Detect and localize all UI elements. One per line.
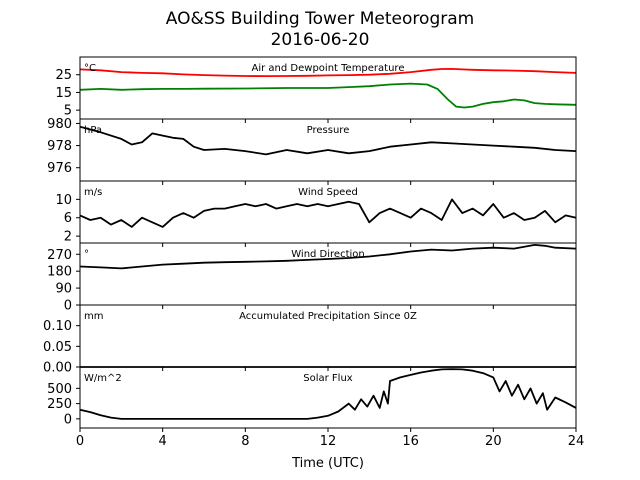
x-tick-label: 0 — [76, 434, 84, 449]
precipitation-ytick-label: 0.05 — [43, 340, 72, 355]
temperature-ytick-label: 25 — [55, 68, 72, 83]
wind_speed-unit-label: m/s — [84, 187, 102, 198]
wind_speed-ytick-label: 2 — [64, 230, 72, 245]
pressure-panel-title: Pressure — [307, 125, 350, 136]
chart-title: AO&SS Building Tower Meteorogram — [166, 9, 474, 29]
precipitation-panel-title: Accumulated Precipitation Since 0Z — [239, 311, 417, 322]
pressure-series-line-0 — [79, 125, 577, 156]
wind_direction-panel-title: Wind Direction — [291, 249, 365, 260]
solar_flux-ytick-label: 250 — [47, 397, 72, 412]
panel-wind_direction: 0 90 180 270 ° Wind Direction — [47, 242, 577, 314]
wind_direction-ytick-label: 0 — [64, 299, 72, 314]
temperature-series-line-1 — [79, 82, 577, 109]
pressure-ytick-label: 978 — [47, 139, 72, 154]
wind_direction-ytick-label: 180 — [47, 265, 72, 280]
wind_speed-series-line-0 — [79, 198, 577, 228]
wind_speed-ytick-label: 10 — [55, 193, 72, 208]
solar_flux-ytick-label: 500 — [47, 382, 72, 397]
temperature-ytick-label: 15 — [55, 86, 72, 101]
chart-subtitle: 2016-06-20 — [271, 30, 370, 50]
wind_direction-ytick-label: 90 — [55, 282, 72, 297]
x-tick-label: 16 — [402, 434, 419, 449]
panel-precipitation: 0.00 0.05 0.10 mm Accumulated Precipitation … — [43, 304, 577, 376]
wind_direction-series-line-0 — [79, 243, 577, 270]
x-tick-label: 8 — [241, 434, 249, 449]
temperature-unit-label: °C — [84, 63, 96, 74]
solar_flux-series-line-0 — [79, 368, 577, 420]
wind_speed-ytick-label: 6 — [64, 211, 72, 226]
x-tick-label: 24 — [568, 434, 585, 449]
temperature-ytick-label: 5 — [64, 104, 72, 119]
pressure-unit-label: hPa — [84, 125, 102, 136]
x-tick-label: 4 — [159, 434, 167, 449]
panel-wind_speed: 2 6 10 m/s Wind Speed — [55, 180, 577, 247]
precipitation-unit-label: mm — [84, 311, 103, 322]
wind_direction-unit-label: ° — [84, 249, 89, 260]
precipitation-ytick-label: 0.00 — [43, 361, 72, 376]
pressure-ytick-label: 980 — [47, 117, 72, 132]
temperature-series-line-0 — [79, 68, 577, 77]
solar_flux-ytick-label: 0 — [64, 412, 72, 427]
solar_flux-unit-label: W/m^2 — [84, 373, 122, 384]
solar_flux-panel-title: Solar Flux — [303, 373, 353, 384]
panel-temperature: 5 15 25 °C Air and Dewpoint Temperature — [55, 56, 577, 123]
x-tick-label: 20 — [485, 434, 502, 449]
precipitation-ytick-label: 0.10 — [43, 319, 72, 334]
panel-pressure: 976 978 980 hPa Pressure — [47, 117, 577, 185]
temperature-panel-title: Air and Dewpoint Temperature — [252, 63, 405, 74]
pressure-ytick-label: 976 — [47, 161, 72, 176]
wind_speed-panel-title: Wind Speed — [298, 187, 358, 198]
x-axis: 0 4 8 12 16 20 24 — [76, 434, 584, 449]
x-axis-label: Time (UTC) — [291, 456, 364, 471]
wind_direction-ytick-label: 270 — [47, 248, 72, 263]
x-tick-label: 12 — [320, 434, 337, 449]
